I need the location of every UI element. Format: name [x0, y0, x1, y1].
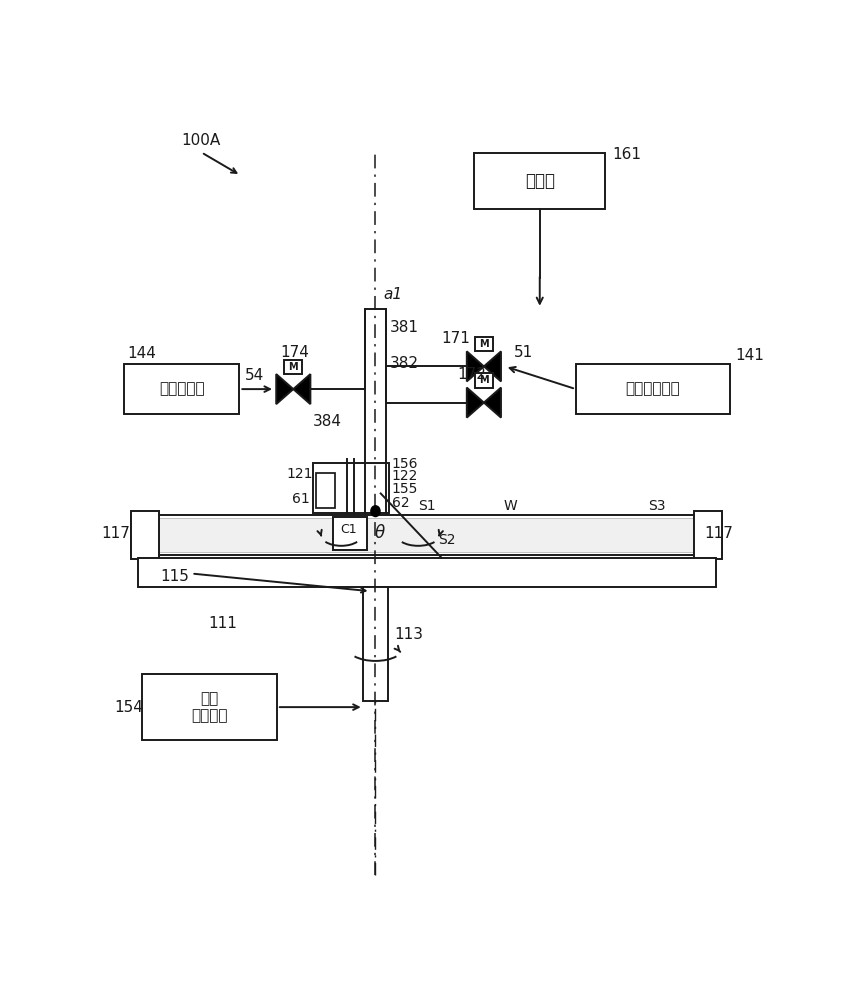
Text: $\theta$: $\theta$	[374, 524, 386, 542]
Polygon shape	[293, 374, 310, 404]
FancyBboxPatch shape	[474, 153, 605, 209]
Text: 384: 384	[313, 414, 342, 429]
Text: 155: 155	[392, 482, 418, 496]
FancyBboxPatch shape	[157, 518, 696, 552]
Text: 121: 121	[287, 467, 313, 481]
FancyBboxPatch shape	[315, 473, 335, 508]
Text: 172: 172	[458, 367, 487, 382]
Text: 61: 61	[292, 492, 310, 506]
Polygon shape	[276, 374, 293, 404]
Text: 171: 171	[441, 331, 470, 346]
Text: 117: 117	[704, 526, 733, 541]
Text: 144: 144	[128, 346, 157, 361]
Text: S2: S2	[438, 532, 455, 546]
Text: 62: 62	[392, 496, 410, 510]
FancyBboxPatch shape	[313, 463, 388, 513]
Text: 111: 111	[208, 616, 237, 631]
Text: 156: 156	[392, 457, 418, 471]
Text: 卡盘
旋转机构: 卡盘 旋转机构	[192, 691, 228, 723]
FancyBboxPatch shape	[125, 364, 239, 414]
Text: a1: a1	[383, 287, 403, 302]
Text: 100A: 100A	[181, 133, 220, 148]
FancyBboxPatch shape	[363, 587, 388, 701]
Polygon shape	[466, 388, 484, 418]
Text: 141: 141	[735, 348, 765, 363]
Text: 117: 117	[102, 526, 131, 541]
FancyBboxPatch shape	[695, 511, 722, 559]
FancyBboxPatch shape	[131, 515, 722, 555]
Text: 174: 174	[280, 345, 309, 360]
FancyBboxPatch shape	[475, 373, 493, 388]
Text: 115: 115	[160, 569, 189, 584]
Text: M: M	[479, 339, 488, 349]
Text: 54: 54	[245, 368, 264, 383]
Text: M: M	[288, 362, 298, 372]
Text: 122: 122	[392, 469, 418, 483]
FancyBboxPatch shape	[576, 364, 730, 414]
Text: 382: 382	[390, 356, 419, 371]
FancyBboxPatch shape	[142, 674, 276, 740]
Text: 控制部: 控制部	[525, 172, 555, 190]
Text: 处理液供给源: 处理液供给源	[626, 382, 680, 397]
Text: S3: S3	[648, 499, 666, 513]
Circle shape	[371, 506, 380, 517]
Text: 气体供给源: 气体供给源	[159, 382, 204, 397]
FancyBboxPatch shape	[332, 517, 367, 550]
Text: S1: S1	[418, 499, 436, 513]
Text: 51: 51	[513, 345, 533, 360]
Text: 154: 154	[114, 700, 143, 715]
Polygon shape	[466, 351, 484, 381]
FancyBboxPatch shape	[475, 337, 493, 351]
FancyBboxPatch shape	[137, 558, 716, 587]
Text: 113: 113	[394, 627, 423, 642]
Polygon shape	[484, 388, 501, 418]
Text: 381: 381	[390, 320, 419, 335]
FancyBboxPatch shape	[284, 360, 302, 374]
Text: W: W	[504, 499, 517, 513]
Text: 161: 161	[612, 147, 641, 162]
Polygon shape	[484, 351, 501, 381]
FancyBboxPatch shape	[131, 511, 159, 559]
Text: C1: C1	[340, 523, 357, 536]
Text: M: M	[479, 375, 488, 385]
